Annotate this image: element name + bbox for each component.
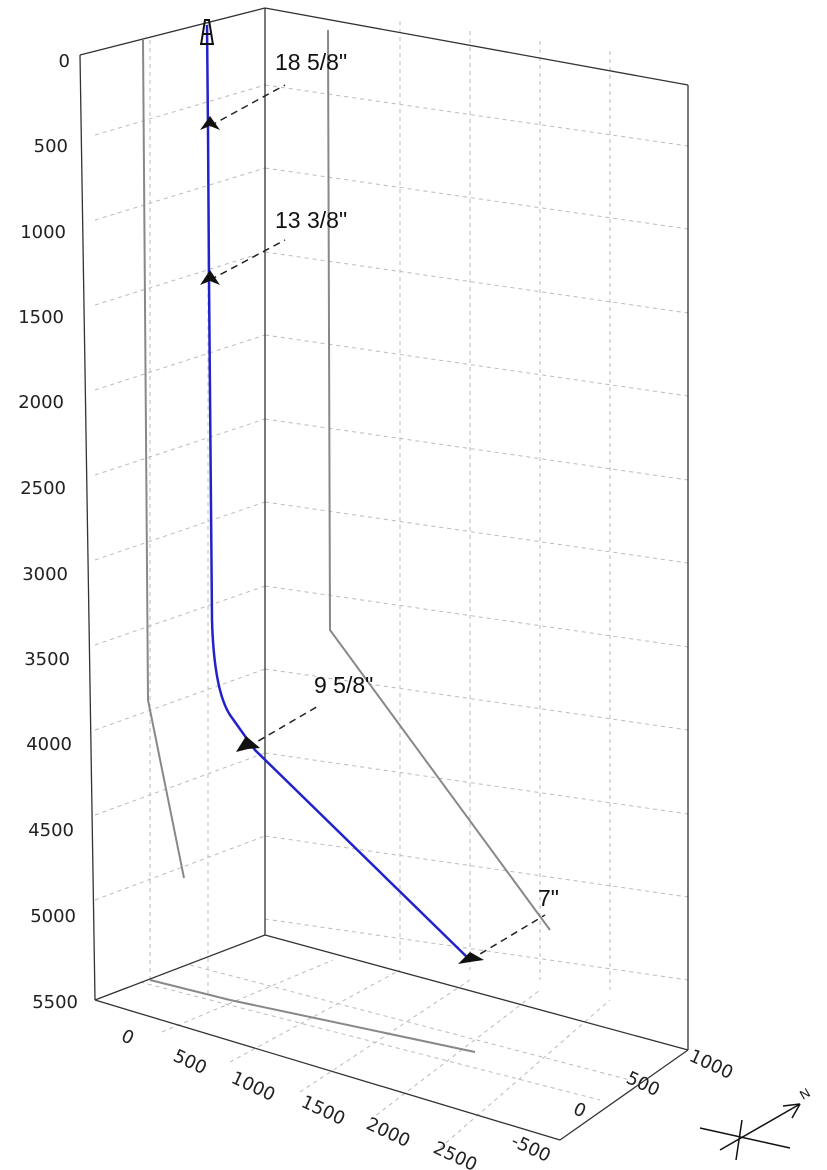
projection-floor: [149, 979, 476, 1053]
casing-label-7: 7": [538, 885, 559, 911]
y-tick-label: 0: [570, 1098, 589, 1122]
depth-tick-label: 5500: [32, 992, 78, 1013]
projection-side-wall: [142, 39, 185, 879]
x-tick-label: 1500: [298, 1091, 348, 1129]
depth-tick-label: 1500: [18, 307, 64, 328]
well-projections: [142, 29, 551, 1053]
casing-label-18-5-8: 18 5/8": [275, 49, 347, 75]
x-tick-label: 2500: [430, 1137, 480, 1170]
y-tick-label: 1000: [686, 1045, 736, 1083]
casing-label-9-5-8: 9 5/8": [314, 672, 373, 698]
casing-shoe-icon: [458, 952, 484, 964]
casing-leaders: [209, 84, 546, 961]
y-axis: -500 0 500 1000: [508, 1045, 736, 1166]
x-tick-label: 1000: [228, 1067, 278, 1105]
depth-tick-label: 0: [59, 51, 70, 72]
depth-tick-label: 1000: [20, 222, 66, 243]
back-wall-grid: [94, 21, 689, 1149]
plot-frame: [79, 7, 689, 1141]
depth-tick-label: 5000: [30, 906, 76, 927]
depth-axis: 0 500 1000 1500 2000 2500 3000 3500 4000…: [18, 51, 78, 1013]
depth-tick-label: 2000: [18, 392, 64, 413]
casing-shoe-icon: [236, 736, 260, 752]
casing-labels: 18 5/8" 13 3/8" 9 5/8" 7": [275, 49, 559, 911]
wellhead-icon: [200, 19, 214, 46]
well-path: [205, 24, 471, 961]
x-tick-label: 500: [170, 1045, 210, 1079]
depth-tick-label: 4000: [26, 734, 72, 755]
depth-tick-label: 2500: [20, 478, 66, 499]
x-tick-label: 2000: [363, 1113, 413, 1151]
north-arrow-label: N: [797, 1085, 813, 1103]
north-arrow-icon: [699, 1103, 801, 1161]
projection-back-wall: [327, 29, 551, 931]
depth-tick-label: 3000: [22, 564, 68, 585]
casing-shoe-icon: [200, 116, 220, 130]
x-axis: 0 500 1000 1500 2000 2500: [118, 1025, 480, 1170]
depth-tick-label: 4500: [28, 820, 74, 841]
x-tick-label: 0: [118, 1025, 137, 1049]
depth-tick-label: 3500: [24, 649, 70, 670]
casing-label-13-3-8: 13 3/8": [275, 207, 347, 233]
depth-tick-label: 500: [34, 136, 68, 157]
casing-shoe-icon: [200, 270, 220, 285]
